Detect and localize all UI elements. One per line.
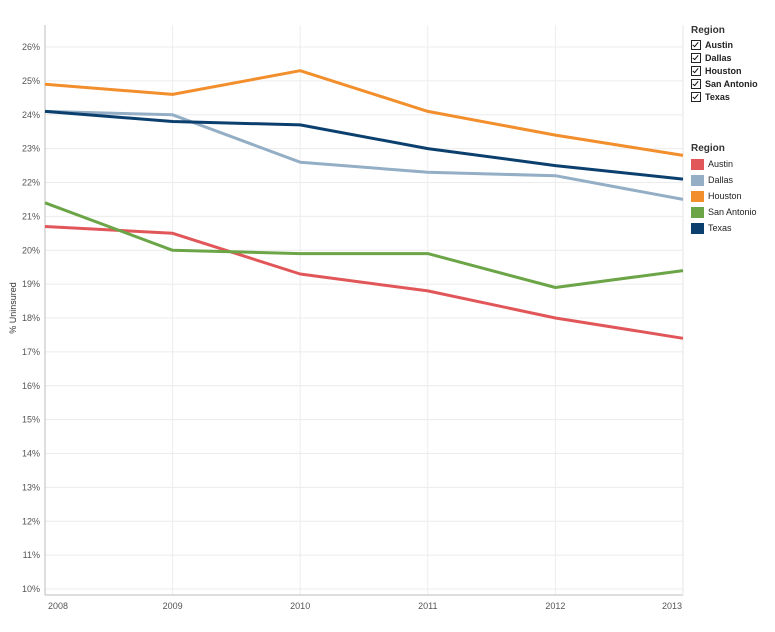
filter-item-label: Texas [705,91,730,102]
axes: 10% 11% 12% 13% 14% 15% 16% 17% 18% 19% 20% 21% 22% 2… [22,25,684,611]
legend-swatch [691,206,704,218]
legend-label: Houston [708,191,742,201]
checkbox-checked-icon[interactable] [691,52,701,63]
y-tick-label: 17% [22,347,40,357]
y-tick-label: 10% [22,584,40,594]
filter-item-san-antonio[interactable]: San Antonio [691,77,773,90]
legend-label: Texas [708,223,732,233]
series-line-austin[interactable] [44,225,684,340]
legend-label: San Antonio [708,207,757,217]
legend-swatch [691,158,704,170]
series-lines [44,69,684,340]
x-tick-label: 2010 [290,601,310,611]
y-tick-label: 23% [22,144,40,154]
y-tick-label: 14% [22,449,40,459]
series-line-houston[interactable] [44,69,684,157]
y-tick-label: 21% [22,211,40,221]
y-tick-label: 16% [22,381,40,391]
legend-item-san-antonio[interactable]: San Antonio [691,204,773,220]
legend-list: Austin Dallas Houston San Antonio Texas [691,156,773,236]
checkbox-checked-icon[interactable] [691,78,701,89]
y-axis-title: % Uninsured [8,282,18,334]
y-tick-label: 18% [22,313,40,323]
legend-swatch [691,222,704,234]
color-legend: Region Austin Dallas Houston San Antonio Tex… [691,143,773,236]
x-tick-label: 2008 [48,601,68,611]
legend-item-texas[interactable]: Texas [691,220,773,236]
filter-list: Austin Dallas Houston San Antonio Texas [691,38,773,103]
filter-item-austin[interactable]: Austin [691,38,773,51]
y-tick-label: 25% [22,76,40,86]
legend-label: Dallas [708,175,734,185]
series-line-san-antonio[interactable] [44,201,684,289]
y-tick-label: 13% [22,482,40,492]
filter-item-texas[interactable]: Texas [691,90,773,103]
filter-item-label: San Antonio [705,78,758,89]
filter-title: Region [691,25,725,36]
legend-swatch [691,190,704,202]
y-tick-label: 11% [23,550,40,560]
x-tick-label: 2009 [163,601,183,611]
series-line-dallas[interactable] [44,109,684,201]
legend-swatch [691,174,704,186]
gridlines [44,25,684,595]
x-tick-label: 2012 [545,601,565,611]
filter-item-label: Austin [705,39,733,50]
filter-item-houston[interactable]: Houston [691,64,773,77]
checkbox-checked-icon[interactable] [691,39,701,50]
legend-label: Austin [708,159,734,169]
legend-item-houston[interactable]: Houston [691,188,773,204]
filter-item-label: Houston [705,65,742,76]
legend-item-austin[interactable]: Austin [691,156,773,172]
region-filter: Region Austin Dallas Houston San Antonio Tex… [691,25,773,103]
series-line-texas[interactable] [44,109,684,181]
y-tick-label: 26% [22,42,40,52]
legend-item-dallas[interactable]: Dallas [691,172,773,188]
y-tick-label: 20% [22,245,40,255]
x-tick-label: 2011 [418,601,437,611]
y-tick-label: 19% [22,279,40,289]
x-tick-label: 2013 [662,601,682,611]
y-tick-label: 22% [22,178,40,188]
y-tick-label: 15% [22,415,40,425]
y-tick-label: 24% [22,110,40,120]
legend-title: Region [691,143,725,154]
y-tick-label: 12% [22,516,40,526]
filter-item-label: Dallas [705,52,732,63]
checkbox-checked-icon[interactable] [691,65,701,76]
checkbox-checked-icon[interactable] [691,91,701,102]
filter-item-dallas[interactable]: Dallas [691,51,773,64]
